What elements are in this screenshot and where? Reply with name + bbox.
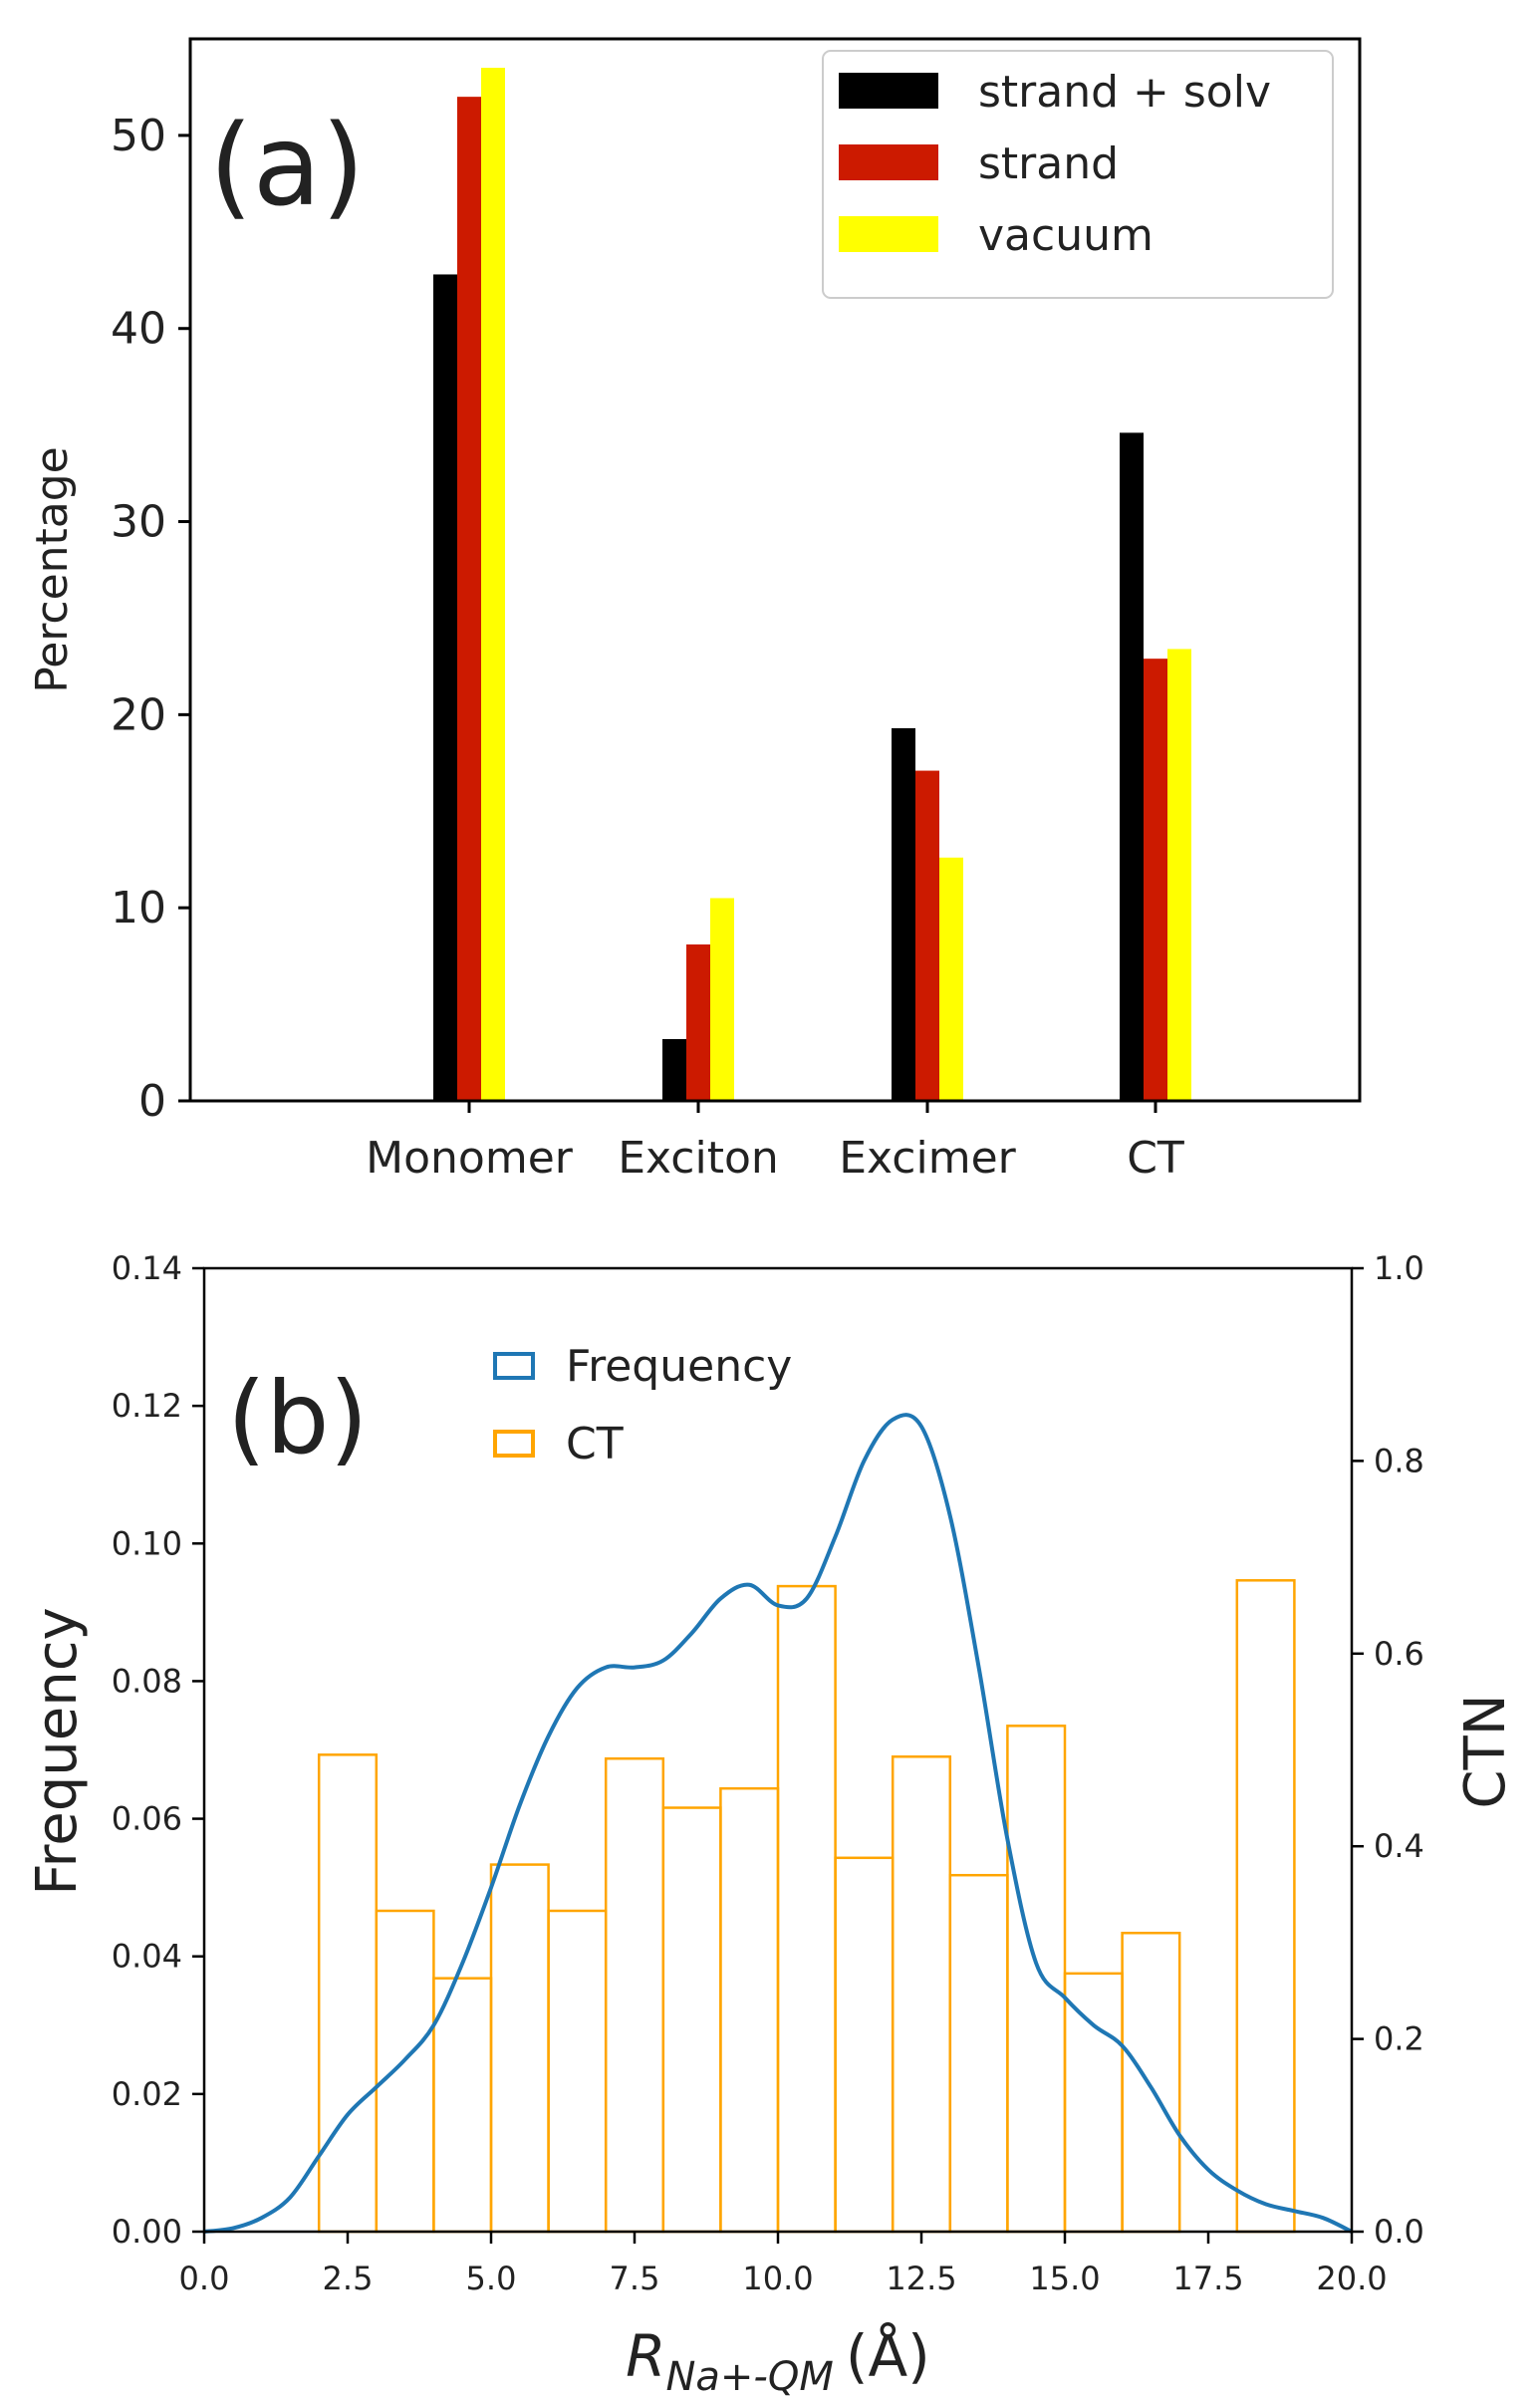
ct-histogram-bar bbox=[604, 1756, 665, 2234]
xtick-label: 7.5 bbox=[610, 2260, 660, 2297]
xtick-label-monomer: Monomer bbox=[366, 1133, 574, 1184]
ytick-label: 0.12 bbox=[112, 1387, 182, 1425]
legend-ct-label: CT bbox=[566, 1419, 624, 1469]
frequency-series-line bbox=[203, 1413, 1353, 2234]
bar-vacuum-excimer bbox=[939, 857, 963, 1101]
panel-a-legend: strand + solv strand vacuum bbox=[822, 50, 1334, 299]
xtick-label-ct: CT bbox=[1127, 1133, 1184, 1184]
ct-histogram-bar bbox=[1121, 1931, 1181, 2234]
panel-a-axes-frame bbox=[188, 37, 1362, 1103]
ytick-label: 0.08 bbox=[112, 1662, 182, 1700]
legend-ct-swatch bbox=[493, 1430, 535, 1458]
panel-b: 0.0 2.5 5.0 7.5 10.0 12.5 15.0 17.5 20.0 0.00 0.0… bbox=[25, 1249, 1518, 2400]
ytick-label: 50 bbox=[111, 111, 166, 161]
legend-swatch-strand-solv bbox=[839, 73, 938, 109]
ytick-label: 30 bbox=[111, 497, 166, 548]
y2tick-label: 0.0 bbox=[1374, 2213, 1424, 2251]
panel-b-xlabel-subscript: Na+-QM bbox=[665, 2354, 833, 2400]
bar-vacuum-ct bbox=[1167, 649, 1191, 1101]
xtick-label: 15.0 bbox=[1029, 2260, 1100, 2297]
legend-label-strand-solv: strand + solv bbox=[978, 67, 1271, 118]
legend-swatch-vacuum bbox=[839, 216, 938, 252]
panel-b-xlabel: RNa+-QM (Å) bbox=[626, 2321, 930, 2400]
xtick-label: 2.5 bbox=[323, 2260, 374, 2297]
xtick-label-excimer: Excimer bbox=[839, 1133, 1016, 1184]
ct-histogram-bar bbox=[489, 1863, 550, 2234]
ct-histogram-bar bbox=[948, 1873, 1009, 2234]
legend-label-vacuum: vacuum bbox=[978, 210, 1154, 261]
legend-label-strand: strand bbox=[978, 138, 1119, 189]
y2tick-label: 0.4 bbox=[1374, 1827, 1424, 1865]
bar-strand-excimer bbox=[915, 770, 939, 1101]
bar-strand-solv-exciton bbox=[662, 1038, 686, 1101]
panel-b-axes-frame bbox=[202, 1266, 1354, 2234]
xtick-label: 0.0 bbox=[179, 2260, 230, 2297]
ct-histogram-bar bbox=[1006, 1725, 1067, 2234]
ytick-label: 0.14 bbox=[112, 1249, 182, 1287]
ct-histogram-bar bbox=[661, 1806, 722, 2234]
legend-frequency-swatch bbox=[493, 1352, 535, 1380]
ytick-label: 10 bbox=[111, 883, 166, 933]
panel-a-ylabel: Percentage bbox=[27, 446, 78, 693]
legend-frequency-label: Frequency bbox=[566, 1341, 792, 1392]
xtick-label: 20.0 bbox=[1316, 2260, 1387, 2297]
y2tick-label: 1.0 bbox=[1374, 1249, 1424, 1287]
panel-b-legend: Frequency CT bbox=[493, 1341, 792, 1469]
ct-histogram-bar bbox=[432, 1977, 493, 2234]
ytick-label: 40 bbox=[111, 304, 166, 355]
xtick-label: 12.5 bbox=[886, 2260, 956, 2297]
panel-b-y2label: CTN bbox=[1453, 1694, 1518, 1808]
panel-b-label: (b) bbox=[227, 1360, 369, 1476]
panel-b-ylabel: Frequency bbox=[25, 1607, 90, 1895]
xtick-label: 5.0 bbox=[466, 2260, 517, 2297]
ct-histogram-bar bbox=[1235, 1579, 1296, 2234]
panel-b-xlabel-symbol: R bbox=[626, 2322, 665, 2390]
xtick-label-exciton: Exciton bbox=[618, 1133, 779, 1184]
ytick-label: 0 bbox=[138, 1076, 166, 1127]
bar-strand-solv-monomer bbox=[433, 274, 457, 1101]
bar-strand-ct bbox=[1144, 659, 1167, 1101]
y2tick-label: 0.2 bbox=[1374, 2020, 1424, 2058]
ct-histogram-bar bbox=[834, 1856, 895, 2234]
panel-b-xlabel-unit: (Å) bbox=[846, 2321, 930, 2390]
ytick-label: 0.02 bbox=[112, 2075, 182, 2113]
ytick-label: 0.10 bbox=[112, 1524, 182, 1562]
bar-strand-solv-excimer bbox=[892, 727, 915, 1101]
y2tick-label: 0.6 bbox=[1374, 1635, 1424, 1673]
ytick-label: 0.06 bbox=[112, 1800, 182, 1838]
xtick-label: 17.5 bbox=[1172, 2260, 1243, 2297]
ct-histogram-bar bbox=[776, 1584, 837, 2234]
ct-histogram-bar bbox=[719, 1786, 780, 2234]
ytick-label: 0.04 bbox=[112, 1938, 182, 1976]
xtick-label: 10.0 bbox=[742, 2260, 813, 2297]
ct-histogram-bar bbox=[317, 1753, 379, 2234]
bar-vacuum-monomer bbox=[481, 68, 505, 1101]
legend-swatch-strand bbox=[839, 144, 938, 180]
panel-a-label: (a) bbox=[209, 102, 365, 231]
ct-histogram-bar bbox=[375, 1909, 435, 2234]
bar-strand-solv-ct bbox=[1120, 432, 1144, 1101]
bar-vacuum-exciton bbox=[710, 898, 734, 1101]
ct-histogram-bar bbox=[1063, 1972, 1124, 2234]
ytick-label: 0.00 bbox=[112, 2213, 182, 2251]
ct-histogram-bar bbox=[891, 1755, 952, 2234]
ytick-label: 20 bbox=[111, 689, 166, 740]
ct-histogram-bar bbox=[547, 1909, 608, 2234]
panel-a-legend-box bbox=[822, 50, 1334, 299]
bar-strand-exciton bbox=[686, 944, 710, 1101]
y2tick-label: 0.8 bbox=[1374, 1442, 1424, 1479]
bar-strand-monomer bbox=[457, 97, 481, 1102]
